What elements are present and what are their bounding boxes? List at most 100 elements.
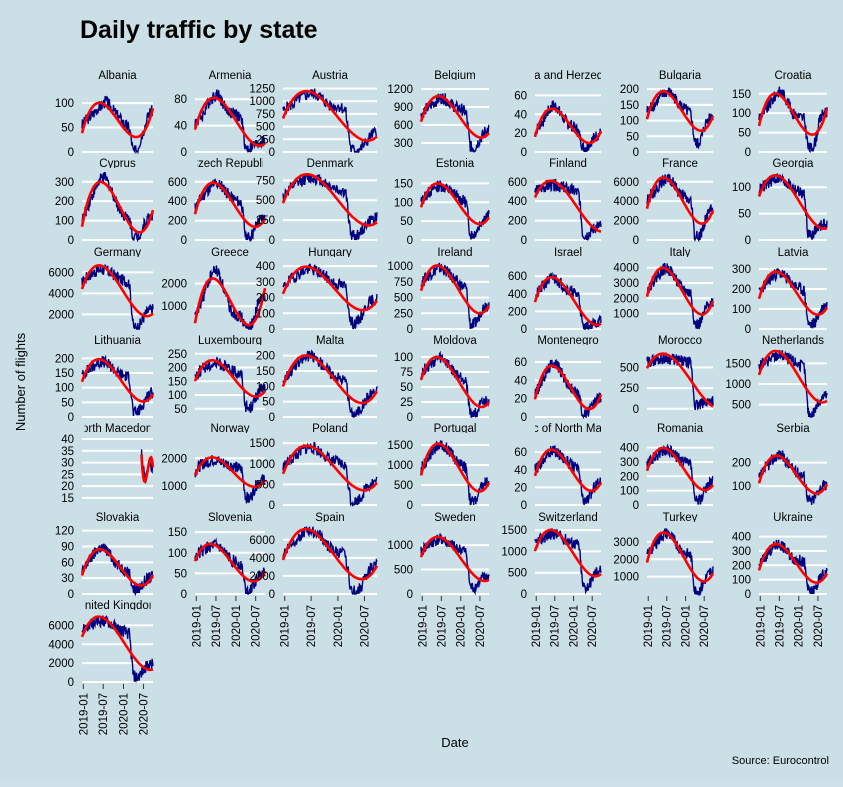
daily-flights-line [646,443,714,505]
smooth-trend-line [419,182,491,226]
facet-strip-label: Belgium [434,70,476,82]
smooth-trend-line [193,181,267,229]
y-tick-label: 0 [521,589,527,601]
y-tick-label: 200 [620,84,639,96]
y-tick-label: 150 [256,366,275,378]
y-tick-label: 25 [61,469,74,481]
facet-strip-label: Montenegro [537,335,598,347]
y-tick-label: 0 [269,500,275,512]
y-tick-label: 1200 [387,84,413,96]
y-tick-label: 20 [514,482,527,494]
y-tick-label: 100 [168,390,187,402]
y-axis-title: Number of flights [13,332,28,431]
facet-switzerland: Switzerland 0 500 1000 1500 2019-01 2019-07 202… [501,512,602,647]
facet-strip-label: Hungary [308,247,352,259]
x-tick-label: 2020-01 [231,605,243,647]
facet-strip-label: Slovakia [96,512,140,524]
y-tick-label: 0 [633,404,639,416]
y-tick-label: 2000 [48,309,74,321]
y-tick-label: 200 [55,353,74,365]
facet-strip-label: Slovenia [208,512,253,524]
facet-morocco: Morocco 0 250 500 [620,335,714,416]
facet-albania: Albania 0 50 100 [55,70,155,159]
y-tick-label: 300 [732,546,751,558]
smooth-trend-line [533,276,602,327]
y-tick-label: 150 [732,89,751,101]
y-tick-label: 150 [168,376,187,388]
smooth-trend-line [80,101,155,139]
smooth-trend-line [281,173,378,227]
facet-panels: Albania050100Armenia04080Austria02505007… [48,70,829,735]
daily-flights-line [646,87,714,150]
daily-flights-line [758,173,828,240]
x-tick-label: 2020-07 [813,605,825,647]
y-tick-label: 200 [620,471,639,483]
facet-greece: Greece 1000 2000 [161,247,267,330]
caption-source: Source: Eurocontrol [732,755,829,767]
y-tick-label: 0 [407,589,413,601]
facet-czech-republic: Czech Republic 0 200 400 600 [168,158,271,247]
smooth-trend-line [645,266,715,316]
daily-flights-line [420,180,490,240]
facet-strip-label: Austria [312,70,348,82]
facet-united-kingdom: United Kingdom 0 2000 4000 6000 2019-01 2019-0… [48,600,154,735]
y-tick-label: 200 [732,560,751,572]
y-tick-label: 0 [407,324,413,336]
facet-strip-label: Estonia [436,158,475,170]
y-tick-label: 100 [732,182,751,194]
y-tick-label: 100 [732,304,751,316]
y-tick-label: 90 [61,541,74,553]
y-tick-label: 1250 [249,84,275,96]
smooth-trend-line [193,542,267,583]
facet-moldova: Moldova 0 25 50 75 100 [394,335,490,424]
facet-strip-label: Czech Republic [190,158,271,170]
facet-strip-label: Morocco [658,335,702,347]
y-tick-label: 4000 [48,288,74,300]
y-tick-label: 20 [61,481,74,493]
y-tick-label: 15 [61,493,74,505]
smooth-trend-line [645,531,715,583]
y-tick-label: 150 [620,100,639,112]
facet-strip-label: Bosnia and Herzegovina [505,70,631,82]
y-tick-label: 0 [407,412,413,424]
daily-flights-line [420,262,490,330]
facet-strip-label: Lithuania [94,335,141,347]
y-tick-label: 0 [68,589,74,601]
y-tick-label: 1000 [387,460,413,472]
smooth-trend-line [757,349,828,404]
smooth-trend-line [533,528,602,578]
smooth-trend-line [80,357,155,403]
y-tick-label: 0 [745,324,751,336]
daily-flights-line [420,533,490,596]
y-tick-label: 80 [174,94,187,106]
y-tick-label: 6000 [249,535,275,547]
facet-germany: Germany 2000 4000 6000 [48,247,154,330]
smooth-trend-line [757,454,829,495]
y-tick-label: 100 [55,216,74,228]
facet-strip-label: Turkey [663,512,698,524]
y-tick-label: 4000 [613,263,639,275]
daily-flights-line [282,441,378,508]
y-tick-label: 1000 [249,96,275,108]
daily-flights-line [534,528,602,595]
facet-estonia: Estonia 0 50 100 150 [394,158,491,247]
y-tick-label: 1000 [613,572,639,584]
y-tick-label: 1000 [387,540,413,552]
facet-latvia: Latvia 0 100 200 300 [732,247,829,336]
y-tick-label: 200 [732,284,751,296]
y-tick-label: 0 [521,235,527,247]
y-tick-label: 750 [394,277,413,289]
y-tick-label: 1000 [161,481,187,493]
y-tick-label: 75 [400,367,413,379]
y-tick-label: 3000 [613,278,639,290]
facet-portugal: Portugal 0 500 1000 1500 [387,423,491,512]
facet-strip-label: Ireland [437,247,472,259]
facet-republic-of-north-macedonia: Republic of North Macedonia 0 20 40 60 [514,423,603,512]
x-tick-label: 2020-01 [794,605,806,647]
y-tick-label: 1000 [501,546,527,558]
y-tick-label: 1000 [161,301,187,313]
facet-strip-label: Malta [316,335,345,347]
y-tick-label: 150 [394,178,413,190]
y-tick-label: 0 [181,147,187,159]
